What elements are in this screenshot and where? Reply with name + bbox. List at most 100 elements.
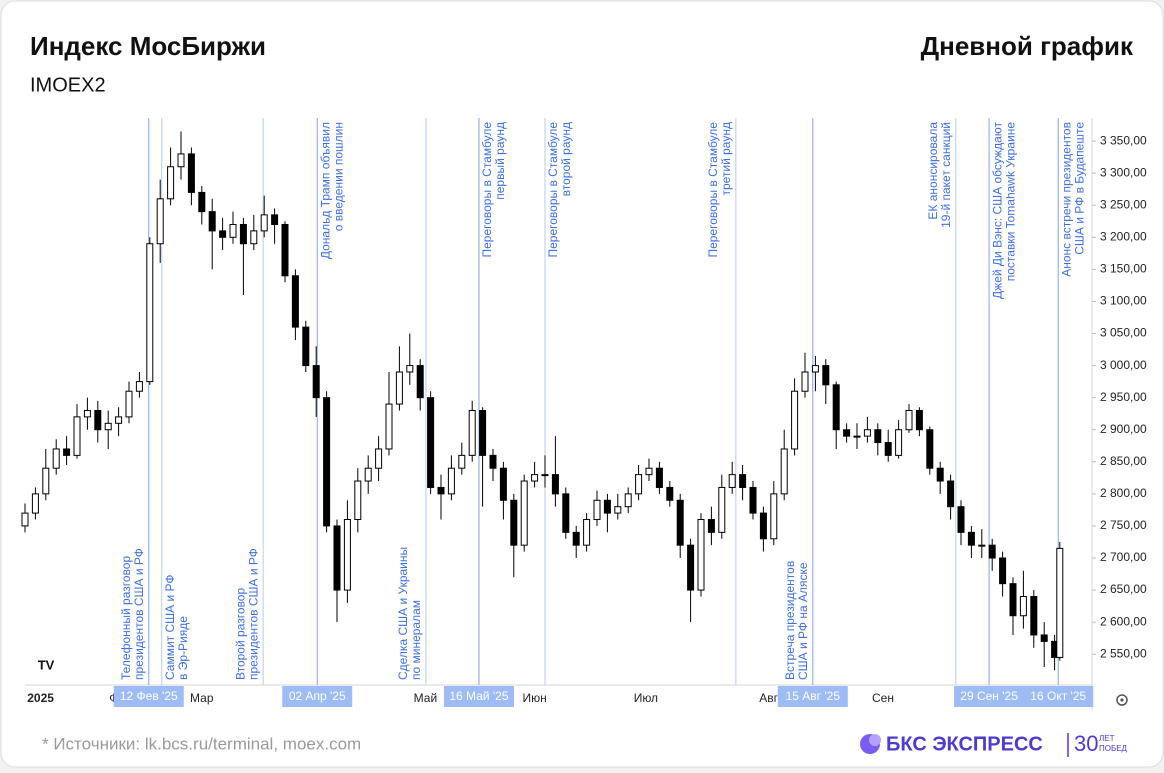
candle-body: [94, 409, 102, 431]
event-label: Телефонный разговор: [119, 556, 133, 680]
candle-body: [645, 467, 653, 476]
candle-body: [167, 166, 175, 200]
candle-body: [406, 365, 414, 373]
candle-body: [531, 474, 539, 482]
candle-body: [895, 429, 903, 456]
candle-body: [115, 416, 123, 424]
candle-body: [562, 493, 570, 533]
candle-body: [499, 467, 507, 501]
candle-body: [510, 499, 518, 546]
event-label: Переговоры в Стамбуле: [546, 122, 560, 258]
candle-body: [572, 531, 580, 546]
candle-body: [375, 448, 383, 469]
candle-body: [801, 371, 809, 392]
candle-body: [541, 474, 549, 477]
candle-body: [198, 191, 206, 213]
candle-body: [229, 223, 237, 238]
candle-body: [780, 448, 788, 495]
candle-body: [323, 397, 331, 527]
event-label: второй раунд: [559, 122, 573, 196]
candle-body: [687, 544, 695, 591]
y-tick-label: 2 550,00: [1100, 646, 1147, 660]
candle-body: [187, 153, 195, 193]
candle-body: [1019, 595, 1027, 617]
date-highlight: [282, 686, 353, 707]
date-highlight: [954, 686, 1025, 707]
y-tick-label: 2 700,00: [1100, 550, 1147, 564]
y-tick-label: 3 100,00: [1100, 294, 1147, 308]
event-label: ЕК анонсировала: [926, 122, 940, 220]
candle-body: [177, 153, 185, 168]
date-highlight-label: 15 Авг '25: [786, 689, 841, 703]
y-tick-label: 3 150,00: [1100, 262, 1147, 276]
y-tick-label: 2 650,00: [1100, 582, 1147, 596]
brand-badge-top: ЛЕТ: [1099, 734, 1115, 743]
candle-body: [915, 409, 923, 431]
footnote: * Источники: lk.bcs.ru/terminal, moex.co…: [42, 734, 361, 753]
candle-body: [874, 429, 882, 444]
candle-body: [957, 506, 965, 533]
brand-name: БКС ЭКСПРЕСС: [886, 733, 1043, 755]
candle-body: [239, 223, 247, 245]
event-label: Переговоры в Стамбуле: [480, 122, 494, 258]
x-tick-label: Июн: [522, 691, 546, 705]
candle-body: [624, 493, 632, 508]
event-label: в Эр-Рияде: [176, 616, 190, 680]
settings-icon[interactable]: [1116, 694, 1128, 706]
candle-body: [1030, 595, 1038, 636]
event-label: США и РФ в Будапеште: [1072, 122, 1086, 255]
candle-body: [707, 519, 715, 533]
candle-body: [52, 448, 60, 469]
candle-body: [104, 422, 112, 431]
x-tick-label: Июл: [634, 691, 658, 705]
candle-body: [489, 454, 497, 469]
date-highlight: [777, 686, 848, 707]
event-texts: Телефонный разговор президентов США и РФ 1…: [113, 121, 1094, 707]
candle-body: [884, 442, 892, 456]
date-highlight-label: 02 Апр '25: [289, 689, 346, 703]
candle-body: [936, 467, 944, 482]
y-tick-label: 2 750,00: [1100, 518, 1147, 532]
y-tick-label: 3 050,00: [1100, 326, 1147, 340]
candle-body: [759, 512, 767, 540]
candle-body: [260, 214, 268, 232]
candle-body: [250, 230, 258, 245]
candle-body: [593, 499, 601, 521]
y-tick-label: 2 900,00: [1100, 422, 1147, 436]
x-tick-label: Сен: [872, 691, 894, 705]
chart-subtitle: IMOEX2: [30, 74, 106, 96]
brand-logo: БКС ЭКСПРЕСС 30 ЛЕТ ПОБЕД: [860, 731, 1128, 757]
chart-label: Дневной график: [921, 31, 1134, 61]
event-label: Сделка США и Украины: [396, 547, 410, 680]
candle-body: [354, 480, 362, 521]
event-label: о введении пошлин: [331, 122, 345, 231]
date-highlight-label: 16 Май '25: [449, 689, 508, 703]
event-lines: [148, 118, 1059, 685]
candle-body: [676, 499, 684, 546]
event-label: Дональд Трамп объявил: [318, 122, 332, 259]
candle-body: [822, 365, 830, 386]
candle-body: [614, 506, 622, 514]
candle-body: [791, 390, 799, 450]
candle-body: [551, 474, 559, 495]
x-tick-label: Авг: [759, 691, 778, 705]
date-highlight: [113, 686, 184, 707]
event-label: по минералам: [409, 600, 423, 680]
candle-body: [385, 403, 393, 450]
event-label: поставки Tomahawk Украине: [1003, 122, 1017, 282]
event-label: президентов США и РФ: [246, 548, 260, 680]
y-tick-label: 2 600,00: [1100, 614, 1147, 628]
candle-body: [999, 557, 1007, 585]
candle-body: [458, 454, 466, 469]
date-highlight: [1023, 686, 1094, 707]
candle-body: [302, 326, 310, 367]
candle-body: [905, 409, 913, 431]
candle-body: [728, 474, 736, 488]
y-tick-label: 2 800,00: [1100, 486, 1147, 500]
candle-body: [603, 499, 611, 514]
y-tick-label: 2 950,00: [1100, 390, 1147, 404]
candle-body: [281, 223, 289, 277]
candle-body: [853, 435, 861, 438]
tv-logo: TV: [33, 653, 59, 677]
